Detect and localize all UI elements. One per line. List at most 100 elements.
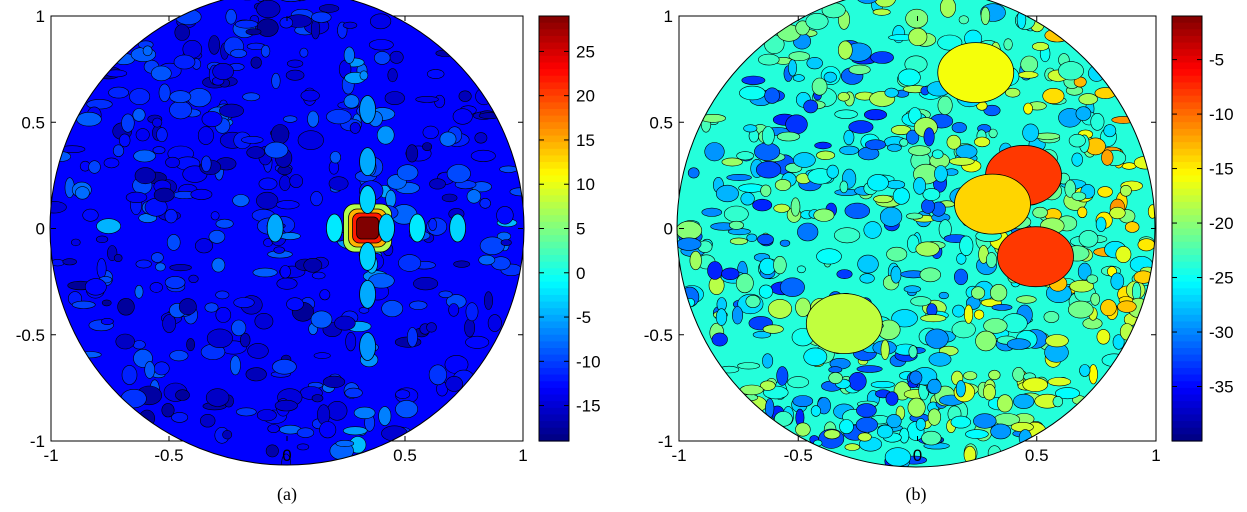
contour-speckle: [82, 208, 99, 222]
contour-speckle: [210, 211, 220, 221]
contour-speckle: [909, 370, 923, 385]
contour-speckle: [958, 15, 969, 25]
colorbar-band: [539, 288, 569, 296]
contour-speckle: [872, 8, 891, 16]
colorbar-band: [1172, 55, 1202, 64]
panel-a: -1 -0.5 0 0.5 1 -1 -0.5 0 0.5 1 -15 -10 -5 0 5 10 15 20 2…: [16, 0, 601, 505]
peak-blob: [359, 147, 376, 177]
contour-speckle: [867, 174, 889, 192]
colorbar-band: [539, 69, 569, 77]
contour-speckle: [409, 300, 428, 310]
contour-speckle: [62, 258, 77, 266]
colorbar-band: [1172, 16, 1202, 24]
contour-speckle: [96, 258, 107, 279]
colorbar-band: [539, 201, 569, 210]
contour-speckle: [448, 303, 460, 317]
contour-speckle: [343, 94, 360, 109]
contour-speckle: [876, 424, 894, 439]
contour-speckle: [905, 8, 929, 29]
panel-b-caption: (b): [906, 484, 927, 505]
contour-speckle: [165, 156, 180, 168]
contour-speckle: [1097, 186, 1113, 198]
contour-speckle: [254, 313, 274, 330]
contour-speckle: [746, 233, 758, 243]
colorbar-band: [539, 108, 569, 117]
colorbar-tick-label: 0: [576, 264, 585, 283]
contour-speckle: [310, 191, 323, 207]
contour-speckle: [823, 71, 837, 83]
contour-speckle: [989, 284, 1008, 302]
contour-speckle: [837, 40, 853, 60]
contour-speckle: [743, 124, 758, 133]
contour-speckle: [169, 90, 192, 103]
peak-blob: [359, 332, 376, 361]
contour-speckle: [118, 133, 131, 148]
contour-speckle: [95, 235, 109, 244]
contour-speckle: [204, 302, 219, 313]
contour-speckle: [71, 238, 81, 247]
contour-speckle: [422, 125, 439, 139]
contour-speckle: [479, 198, 491, 209]
contour-speckle: [271, 72, 281, 89]
contour-speckle: [100, 317, 114, 325]
contour-speckle: [816, 248, 842, 265]
contour-speckle: [758, 284, 773, 299]
contour-speckle: [296, 427, 315, 438]
colorbar-band: [1172, 274, 1202, 283]
colorbar-band: [539, 228, 569, 236]
colorbar-band: [539, 261, 569, 269]
contour-speckle: [129, 88, 151, 106]
contour-speckle: [919, 267, 941, 283]
colorbar-band: [539, 102, 569, 110]
contour-speckle: [151, 65, 172, 82]
contour-speckle: [715, 308, 728, 326]
colorbar-band: [1172, 248, 1202, 256]
contour-speckle: [1043, 311, 1060, 323]
colorbar-band: [539, 268, 569, 276]
contour-speckle: [1137, 238, 1155, 252]
colorbar-band: [539, 148, 569, 157]
contour-speckle: [1115, 246, 1132, 264]
colorbar-band: [539, 367, 569, 376]
contour-speckle: [980, 6, 991, 25]
contour-speckle: [261, 44, 271, 58]
contour-speckle: [303, 257, 323, 273]
colorbar-tick-label: 15: [576, 131, 595, 150]
contour-speckle: [142, 45, 153, 57]
y-tick-label: -1: [658, 432, 673, 451]
contour-speckle: [1112, 334, 1125, 350]
contour-speckle: [197, 126, 214, 145]
colorbar-band: [1172, 35, 1202, 44]
contour-speckle: [428, 364, 448, 386]
contour-speckle: [441, 193, 458, 203]
y-tick-label: -0.5: [16, 326, 45, 345]
colorbar-band: [539, 294, 569, 303]
contour-speckle: [229, 355, 241, 376]
colorbar-band: [1172, 268, 1202, 276]
colorbar-band: [1172, 261, 1202, 269]
contour-speckle: [470, 149, 496, 162]
contour-speckle: [677, 237, 702, 251]
colorbar-band: [1172, 341, 1202, 349]
contour-speckle: [166, 234, 181, 251]
contour-speckle: [378, 406, 392, 426]
colorbar-band: [1172, 221, 1202, 230]
contour-speckle: [359, 70, 369, 81]
contour-speckle: [222, 430, 233, 440]
colorbar-band: [539, 95, 569, 103]
contour-speckle: [329, 151, 342, 164]
colorbar-band: [1172, 387, 1202, 396]
colorbar-band: [539, 215, 569, 223]
colorbar-band: [539, 434, 569, 442]
contour-speckle: [313, 352, 331, 359]
peak-blob: [378, 213, 395, 243]
colorbar-band: [539, 35, 569, 44]
contour-speckle: [188, 274, 199, 284]
colorbar-band: [1172, 281, 1202, 289]
colorbar-band: [1172, 407, 1202, 416]
contour-speckle: [758, 53, 780, 66]
contour-speckle: [311, 11, 332, 23]
contour-speckle: [296, 443, 310, 451]
peak-blob: [325, 213, 343, 243]
contour-speckle: [1069, 280, 1094, 293]
